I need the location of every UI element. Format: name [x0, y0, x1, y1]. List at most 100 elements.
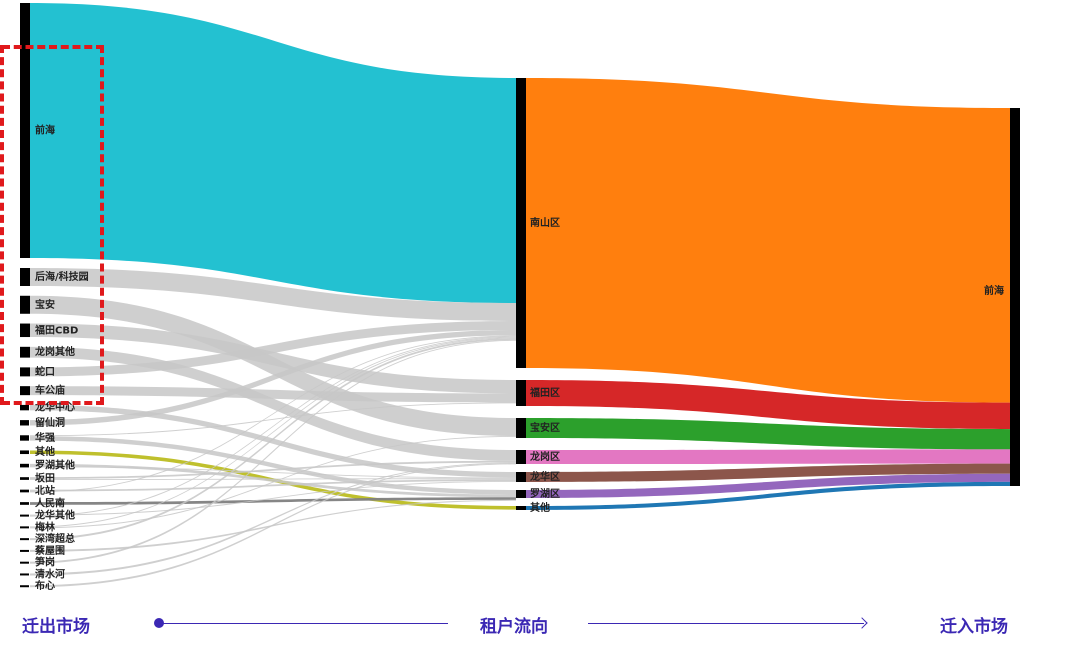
target-node-label-0: 前海 — [984, 284, 1004, 297]
middle-node-label-4: 龙华区 — [529, 470, 560, 483]
link-21 — [30, 337, 516, 528]
link-1 — [30, 268, 516, 321]
link-20 — [30, 336, 516, 517]
footer-line-left — [160, 623, 448, 624]
source-node-label-2: 宝安 — [35, 298, 55, 311]
source-node-4 — [20, 346, 30, 358]
link-4 — [30, 346, 516, 461]
link-5 — [30, 321, 516, 377]
link-33 — [526, 473, 1010, 498]
link-29 — [526, 380, 1010, 430]
source-node-6 — [20, 386, 30, 396]
link-28 — [526, 78, 1010, 403]
link-31 — [526, 449, 1010, 464]
source-node-label-6: 车公庙 — [35, 384, 65, 397]
link-10 — [30, 436, 516, 495]
source-node-label-1: 后海/科技园 — [35, 270, 89, 283]
source-node-label-17: 深湾超总 — [35, 532, 75, 545]
link-17 — [30, 335, 516, 493]
source-node-17 — [20, 538, 29, 541]
source-node-10 — [20, 450, 29, 455]
middle-node-label-6: 其他 — [530, 501, 550, 514]
footer-source-label: 迁出市场 — [22, 617, 90, 637]
footer-line-right — [588, 623, 864, 624]
link-24 — [30, 499, 516, 552]
link-19 — [30, 481, 516, 516]
link-2 — [30, 295, 516, 436]
middle-node-2 — [516, 418, 526, 438]
source-node-5 — [20, 367, 30, 377]
source-node-label-19: 笋岗 — [35, 556, 55, 569]
source-node-label-0: 前海 — [35, 124, 55, 137]
nodes-layer — [20, 3, 1020, 588]
source-node-label-7: 龙华中心 — [34, 401, 75, 414]
middle-node-0 — [516, 78, 526, 368]
source-node-label-12: 坂田 — [35, 472, 55, 485]
link-16 — [30, 479, 516, 492]
middle-node-3 — [516, 450, 526, 464]
source-node-18 — [20, 549, 29, 552]
source-node-9 — [20, 435, 29, 441]
source-node-label-14: 人民南 — [35, 496, 65, 509]
source-node-0 — [20, 3, 30, 258]
link-9 — [30, 402, 516, 437]
link-7 — [30, 404, 516, 478]
link-15 — [30, 478, 516, 480]
link-30 — [526, 418, 1010, 450]
link-6 — [30, 386, 516, 403]
source-node-label-16: 梅林 — [35, 520, 56, 533]
target-node-0 — [1010, 108, 1020, 486]
sankey-chart: 前海后海/科技园宝安福田CBD龙岗其他蛇口车公庙龙华中心留仙洞华强其他罗湖其他坂… — [20, 3, 1020, 592]
source-node-label-9: 华强 — [35, 431, 55, 444]
link-13 — [30, 466, 516, 479]
source-node-label-4: 龙岗其他 — [34, 345, 75, 358]
link-0 — [30, 3, 516, 303]
source-node-16 — [20, 526, 29, 529]
source-node-8 — [20, 420, 29, 426]
middle-node-4 — [516, 472, 526, 482]
source-node-label-8: 留仙洞 — [35, 416, 65, 429]
source-node-7 — [20, 404, 29, 411]
links-layer — [30, 3, 1010, 588]
source-node-label-15: 龙华其他 — [34, 509, 75, 522]
source-node-12 — [20, 477, 29, 480]
link-34 — [526, 481, 1010, 510]
link-22 — [30, 436, 516, 529]
source-node-3 — [20, 323, 30, 338]
source-node-label-11: 罗湖其他 — [35, 459, 75, 472]
source-node-2 — [20, 295, 30, 314]
source-node-label-21: 布心 — [35, 579, 55, 592]
link-8 — [30, 330, 516, 426]
footer-flow-label: 租户流向 — [480, 617, 548, 637]
source-node-14 — [20, 502, 29, 505]
source-node-21 — [20, 585, 29, 588]
middle-node-label-2: 宝安区 — [530, 421, 560, 434]
source-node-label-20: 清水河 — [35, 567, 65, 580]
link-25 — [30, 339, 516, 564]
link-32 — [526, 463, 1010, 482]
link-23 — [30, 338, 516, 541]
middle-node-label-5: 罗湖区 — [530, 487, 560, 500]
source-node-label-3: 福田CBD — [34, 323, 78, 336]
link-27 — [30, 463, 516, 588]
link-14 — [30, 460, 516, 479]
source-node-label-10: 其他 — [35, 445, 55, 458]
source-node-11 — [20, 463, 29, 468]
link-18 — [30, 497, 516, 505]
source-node-20 — [20, 573, 29, 576]
middle-node-label-3: 龙岗区 — [529, 450, 560, 463]
source-node-label-18: 蔡屋围 — [34, 544, 65, 557]
source-node-15 — [20, 514, 29, 517]
footer-start-dot — [154, 618, 164, 628]
middle-node-label-1: 福田区 — [529, 386, 560, 399]
link-3 — [30, 323, 516, 394]
footer-arrow-icon — [856, 617, 868, 629]
source-node-1 — [20, 268, 30, 286]
link-26 — [30, 462, 516, 576]
source-node-label-5: 蛇口 — [35, 365, 55, 378]
middle-node-label-0: 南山区 — [530, 216, 560, 229]
middle-node-5 — [516, 490, 526, 498]
middle-node-6 — [516, 506, 526, 510]
footer-target-label: 迁入市场 — [940, 617, 1008, 637]
link-12 — [30, 463, 516, 498]
